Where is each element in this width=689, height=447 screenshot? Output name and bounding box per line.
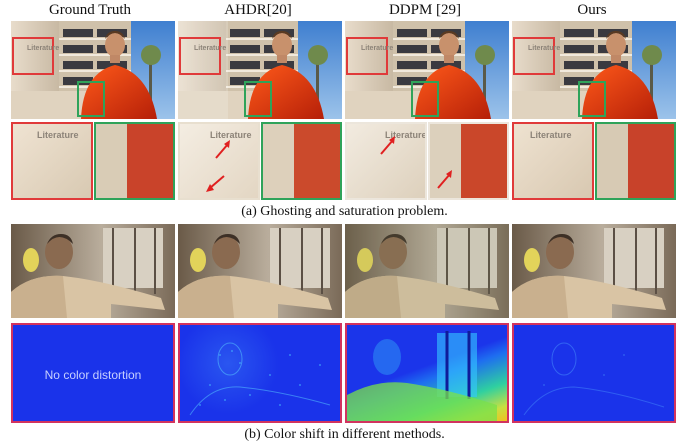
error-map-ddpm — [345, 323, 509, 423]
zoom-crop-red-ours: Literature — [512, 122, 594, 200]
zoom-crop-green-ours — [595, 122, 676, 200]
error-map-ours — [512, 323, 676, 423]
sign-text: Literature — [530, 130, 572, 140]
green-crop-box — [244, 81, 272, 117]
sign-text: Literature — [37, 130, 79, 140]
zoom-crop-green-ahdr — [261, 122, 342, 200]
error-map-noise — [347, 331, 497, 421]
zoom-crop-red-ddpm: Literature — [345, 122, 427, 200]
scene-panel-ddpm: Literature — [345, 21, 509, 119]
zoom-crop-red-ground-truth: Literature — [11, 122, 93, 200]
scene-panel-ahdr: Literature — [178, 21, 342, 119]
sign-text: Literature — [528, 45, 561, 52]
red-crop-box — [346, 37, 388, 75]
column-title-ours: Ours — [577, 2, 607, 18]
red-arrow-icon — [206, 175, 225, 192]
error-map-ahdr — [178, 323, 342, 423]
caption-a: (a) Ghosting and saturation problem. — [241, 204, 448, 219]
column-title-ddpm: DDPM [29] — [388, 2, 462, 18]
column-title-ahdr: AHDR[20] — [224, 2, 292, 18]
caption-b: (b) Color shift in different methods. — [244, 427, 445, 442]
red-crop-box — [12, 37, 54, 75]
error-map-noise — [189, 342, 331, 416]
sign-text: Literature — [27, 45, 60, 52]
zoom-crop-green-ddpm — [428, 122, 509, 200]
error-map-noise — [523, 342, 665, 416]
sign-text: Literature — [385, 130, 427, 140]
sign-text: Literature — [361, 45, 394, 52]
scene-panel-ground-truth: Literature — [11, 21, 175, 119]
indoor-panel-ours — [512, 224, 676, 318]
red-crop-box — [179, 37, 221, 75]
sign-text: Literature — [194, 45, 227, 52]
green-crop-box — [77, 81, 105, 117]
red-crop-box — [513, 37, 555, 75]
zoom-crop-green-ground-truth — [94, 122, 175, 200]
indoor-panel-ddpm — [345, 224, 509, 318]
red-arrow-icon — [437, 170, 452, 189]
indoor-panel-ahdr — [178, 224, 342, 318]
green-crop-box — [411, 81, 439, 117]
sign-text: Literature — [210, 130, 252, 140]
red-arrow-icon — [215, 140, 230, 159]
column-title-ground-truth: Ground Truth — [48, 2, 132, 18]
error-map-ground-truth: No color distortion — [11, 323, 175, 423]
red-arrow-icon — [380, 136, 395, 155]
zoom-crop-red-ahdr: Literature — [178, 122, 260, 200]
indoor-panel-ground-truth — [11, 224, 175, 318]
green-crop-box — [578, 81, 606, 117]
no-color-distortion-label: No color distortion — [44, 368, 142, 382]
scene-panel-ours: Literature — [512, 21, 676, 119]
